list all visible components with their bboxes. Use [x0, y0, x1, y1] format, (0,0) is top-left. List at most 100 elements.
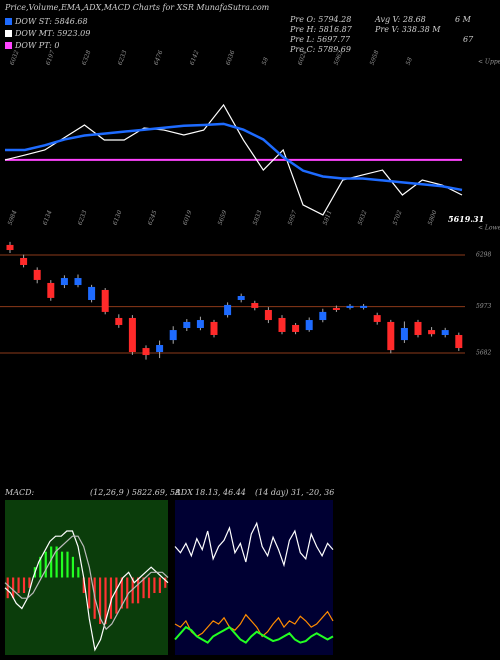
histogram-bar [44, 551, 47, 578]
histogram-bar [39, 556, 42, 578]
candle-body [332, 307, 340, 311]
histogram-bar [126, 577, 129, 609]
candle-body [346, 305, 354, 308]
top-label: 6233 [117, 49, 129, 66]
bottom-label: 5833 [252, 209, 264, 226]
line [174, 521, 334, 568]
candle-body [210, 321, 218, 335]
histogram-bar [55, 546, 58, 578]
y-tick-label: 5682 [476, 349, 491, 356]
top-label: 6032 [9, 49, 21, 66]
line [5, 122, 463, 192]
lower-label: < Lower [478, 225, 500, 232]
top-label: 6024 [297, 49, 309, 66]
panel-bg [5, 500, 168, 655]
panel-bg [175, 500, 333, 655]
histogram-bar [158, 577, 161, 593]
line [4, 535, 169, 631]
candle-body [115, 317, 123, 325]
info-text: Pre H: 5816.87 [289, 25, 353, 34]
info-text: Pre C: 5789.69 [289, 45, 351, 54]
y-tick-label: 5973 [476, 303, 491, 310]
histogram-bar [104, 577, 107, 624]
histogram-bar [153, 577, 156, 593]
legend-swatch [5, 42, 12, 49]
adx-subtitle: 18.13, 46.44 [195, 488, 246, 497]
candle-body [142, 348, 150, 356]
bottom-label: 5702 [392, 209, 404, 226]
candle-body [305, 320, 313, 331]
histogram-bar [115, 577, 118, 614]
y-tick-label: 6298 [476, 251, 491, 258]
line [4, 103, 463, 216]
macd-subtitle: (12,26,9 ) 5822.69, 58 [90, 488, 180, 497]
candle-body [33, 269, 41, 280]
histogram-bar [147, 577, 151, 599]
line [4, 530, 169, 652]
candle-body [224, 304, 232, 316]
candle-body [169, 330, 177, 341]
legend-label: DOW PT: 0 [14, 41, 60, 50]
candle-body [60, 278, 68, 286]
bottom-label: 5984 [7, 209, 19, 226]
candle-body [414, 321, 422, 335]
bottom-label: 6233 [77, 209, 89, 226]
bottom-label: 6130 [112, 209, 124, 226]
histogram-bar [17, 577, 20, 593]
top-label: 6197 [45, 49, 57, 66]
legend-swatch [5, 30, 12, 37]
adx-title: ADX [174, 488, 193, 497]
histogram-bar [82, 577, 85, 593]
histogram-bar [164, 577, 167, 588]
candle-body [441, 330, 449, 335]
info-text: Avg V: 28.68 [374, 15, 426, 24]
info-text: Pre O: 5794.28 [289, 15, 351, 24]
candle-body [428, 330, 436, 335]
top-label: 6476 [153, 49, 165, 66]
histogram-bar [77, 567, 80, 578]
top-label: 58 [405, 56, 414, 66]
header: Price,Volume,EMA,ADX,MACD Charts for XSR… [4, 3, 270, 12]
candle-body [101, 289, 109, 312]
candle-body [156, 345, 164, 353]
histogram-bar [88, 577, 91, 609]
candle-body [6, 244, 14, 251]
info-text: Pre L: 5697.77 [289, 35, 351, 44]
candle-body [237, 296, 245, 300]
top-label: 5958 [369, 49, 381, 66]
info-text: 67 [463, 35, 474, 44]
candle-body [20, 257, 28, 265]
candle-body [251, 303, 259, 308]
candle-body [47, 282, 55, 298]
top-label: 6036 [225, 49, 237, 66]
histogram-bar [28, 577, 31, 588]
histogram-bar [22, 577, 26, 593]
histogram-bar [50, 546, 53, 578]
candle-body [196, 320, 204, 328]
top-label: 6142 [189, 49, 201, 66]
line [174, 610, 334, 638]
bottom-label: 5811 [322, 209, 334, 226]
histogram-bar [60, 551, 64, 578]
bottom-label: 6019 [182, 209, 194, 226]
candle-body [88, 286, 96, 300]
candle-body [373, 315, 381, 322]
line [174, 625, 334, 644]
histogram-bar [109, 577, 113, 619]
bottom-label: 5957 [287, 209, 299, 226]
upper-label: < Upper [478, 59, 500, 66]
histogram-bar [71, 556, 75, 578]
candle-body [292, 324, 300, 332]
legend-label: DOW ST: 5846.68 [14, 17, 88, 26]
bottom-label: 5932 [357, 209, 369, 226]
legend-label: DOW MT: 5923.09 [14, 29, 90, 38]
histogram-bar [66, 551, 69, 578]
top-label: 58 [261, 56, 270, 66]
histogram-bar [142, 577, 145, 599]
histogram-bar [131, 577, 134, 604]
candle-body [360, 305, 368, 308]
candle-body [128, 317, 136, 353]
histogram-bar [98, 577, 102, 624]
candle-body [319, 311, 327, 321]
